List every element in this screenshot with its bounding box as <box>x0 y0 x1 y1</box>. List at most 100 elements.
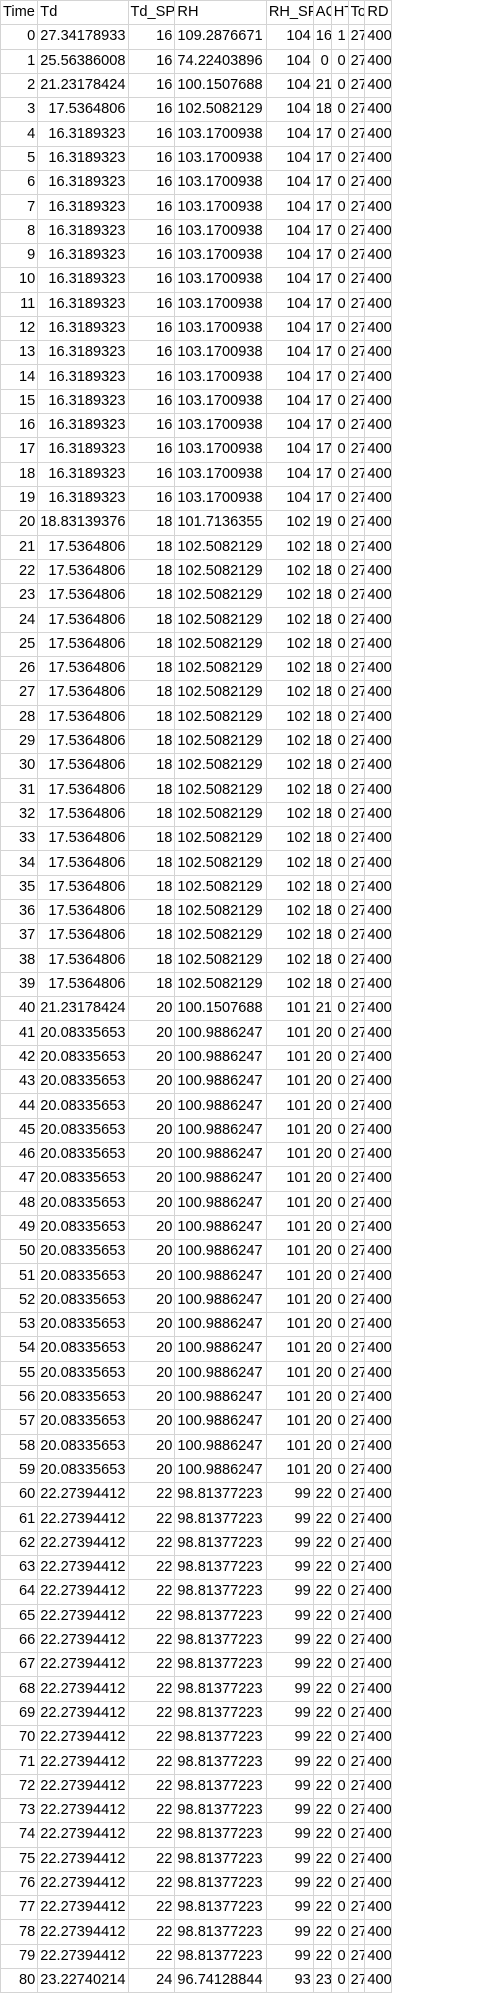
cell-ht[interactable]: 0 <box>330 1725 349 1751</box>
cell-td-sp[interactable]: 18 <box>127 971 176 998</box>
cell-td[interactable]: 20.08335653 <box>37 1166 129 1192</box>
cell-ac[interactable]: 18 <box>312 680 332 706</box>
cell-ht[interactable]: 0 <box>330 728 349 755</box>
cell-to[interactable]: 27 <box>347 267 366 293</box>
cell-td[interactable]: 17.5364806 <box>37 534 129 560</box>
cell-rh-sp[interactable]: 102 <box>265 801 314 828</box>
cell-rd[interactable]: 400 <box>364 1020 392 1046</box>
cell-rh-sp[interactable]: 104 <box>265 315 314 342</box>
cell-ht[interactable]: 0 <box>330 388 349 415</box>
cell-rh[interactable]: 102.5082129 <box>174 583 267 609</box>
cell-rh[interactable]: 98.81377223 <box>174 1506 267 1532</box>
cell-td[interactable]: 22.27394412 <box>37 1846 129 1872</box>
cell-to[interactable]: 27 <box>347 1943 366 1970</box>
cell-td[interactable]: 16.3189323 <box>37 145 129 172</box>
cell-rh[interactable]: 100.9886247 <box>174 1409 267 1435</box>
cell-rd[interactable]: 400 <box>364 1044 392 1071</box>
cell-rh[interactable]: 98.81377223 <box>174 1919 267 1945</box>
cell-td[interactable]: 16.3189323 <box>37 340 129 366</box>
cell-ac[interactable]: 18 <box>312 753 332 779</box>
cell-rh[interactable]: 100.9886247 <box>174 1069 267 1095</box>
cell-ht[interactable]: 0 <box>330 801 349 828</box>
cell-rd[interactable]: 400 <box>364 267 392 293</box>
cell-rh-sp[interactable]: 101 <box>265 1287 314 1314</box>
cell-rh[interactable]: 102.5082129 <box>174 656 267 682</box>
cell-to[interactable]: 27 <box>347 1579 366 1605</box>
cell-rd[interactable]: 400 <box>364 48 392 74</box>
cell-rd[interactable]: 400 <box>364 194 392 220</box>
cell-ht[interactable]: 0 <box>330 1166 349 1192</box>
cell-to[interactable]: 27 <box>347 413 366 439</box>
cell-time[interactable]: 63 <box>0 1554 39 1581</box>
cell-td[interactable]: 20.08335653 <box>37 1384 129 1411</box>
cell-rh[interactable]: 100.9886247 <box>174 1166 267 1192</box>
cell-td-sp[interactable]: 20 <box>127 1457 176 1484</box>
cell-to[interactable]: 27 <box>347 704 366 730</box>
cell-rh-sp[interactable]: 104 <box>265 24 314 50</box>
cell-rh[interactable]: 100.9886247 <box>174 1360 267 1386</box>
cell-ht[interactable]: 0 <box>330 413 349 439</box>
cell-ac[interactable]: 20 <box>312 1190 332 1216</box>
cell-td-sp[interactable]: 22 <box>127 1530 176 1557</box>
cell-ac[interactable]: 17 <box>312 485 332 512</box>
cell-ac[interactable]: 20 <box>312 1409 332 1435</box>
cell-rd[interactable]: 400 <box>364 24 392 50</box>
cell-rh-sp[interactable]: 102 <box>265 971 314 998</box>
cell-td[interactable]: 20.08335653 <box>37 1433 129 1459</box>
cell-td[interactable]: 16.3189323 <box>37 364 129 390</box>
cell-rh-sp[interactable]: 99 <box>265 1943 314 1970</box>
cell-rh-sp[interactable]: 99 <box>265 1846 314 1872</box>
cell-time[interactable]: 1 <box>0 48 39 74</box>
cell-td[interactable]: 17.5364806 <box>37 874 129 900</box>
cell-rh[interactable]: 103.1700938 <box>174 315 267 342</box>
cell-rh[interactable]: 102.5082129 <box>174 947 267 973</box>
cell-to[interactable]: 27 <box>347 1312 366 1338</box>
cell-rh[interactable]: 102.5082129 <box>174 850 267 876</box>
cell-rh-sp[interactable]: 101 <box>265 1336 314 1362</box>
cell-td[interactable]: 17.5364806 <box>37 97 129 123</box>
cell-rd[interactable]: 400 <box>364 1457 392 1484</box>
cell-td-sp[interactable]: 16 <box>127 145 176 172</box>
cell-rh[interactable]: 102.5082129 <box>174 923 267 949</box>
cell-ht[interactable]: 0 <box>330 1384 349 1411</box>
cell-time[interactable]: 51 <box>0 1263 39 1289</box>
cell-rd[interactable]: 400 <box>364 680 392 706</box>
cell-td-sp[interactable]: 16 <box>127 437 176 463</box>
cell-ht[interactable]: 0 <box>330 1554 349 1581</box>
cell-td-sp[interactable]: 20 <box>127 1093 176 1119</box>
cell-td[interactable]: 22.27394412 <box>37 1676 129 1702</box>
cell-ac[interactable]: 22 <box>312 1725 332 1751</box>
cell-rh[interactable]: 98.81377223 <box>174 1530 267 1557</box>
cell-ac[interactable]: 18 <box>312 777 332 803</box>
cell-td[interactable]: 16.3189323 <box>37 485 129 512</box>
cell-ht[interactable]: 0 <box>330 1287 349 1314</box>
cell-td-sp[interactable]: 20 <box>127 1020 176 1046</box>
cell-rh[interactable]: 100.9886247 <box>174 1263 267 1289</box>
cell-rh[interactable]: 101.7136355 <box>174 510 267 536</box>
cell-time[interactable]: 34 <box>0 850 39 876</box>
cell-rd[interactable]: 400 <box>364 996 392 1022</box>
cell-to[interactable]: 27 <box>347 1773 366 1799</box>
cell-td[interactable]: 17.5364806 <box>37 947 129 973</box>
cell-td-sp[interactable]: 18 <box>127 947 176 973</box>
cell-ht[interactable]: 0 <box>330 1919 349 1945</box>
cell-ac[interactable]: 20 <box>312 1239 332 1265</box>
cell-time[interactable]: 56 <box>0 1384 39 1411</box>
cell-rd[interactable]: 400 <box>364 558 392 585</box>
cell-ac[interactable]: 20 <box>312 1020 332 1046</box>
cell-rh-sp[interactable]: 101 <box>265 1190 314 1216</box>
cell-ac[interactable]: 18 <box>312 801 332 828</box>
cell-rd[interactable]: 400 <box>364 1822 392 1848</box>
cell-ac[interactable]: 20 <box>312 1384 332 1411</box>
cell-to[interactable]: 27 <box>347 1069 366 1095</box>
cell-to[interactable]: 27 <box>347 1895 366 1921</box>
cell-ht[interactable]: 1 <box>330 24 349 50</box>
cell-td-sp[interactable]: 20 <box>127 1044 176 1071</box>
cell-rh[interactable]: 103.1700938 <box>174 364 267 390</box>
cell-td[interactable]: 16.3189323 <box>37 242 129 269</box>
cell-ht[interactable]: 0 <box>330 1895 349 1921</box>
cell-time[interactable]: 32 <box>0 801 39 828</box>
cell-to[interactable]: 27 <box>347 1384 366 1411</box>
cell-td[interactable]: 17.5364806 <box>37 971 129 998</box>
cell-to[interactable]: 27 <box>347 1263 366 1289</box>
